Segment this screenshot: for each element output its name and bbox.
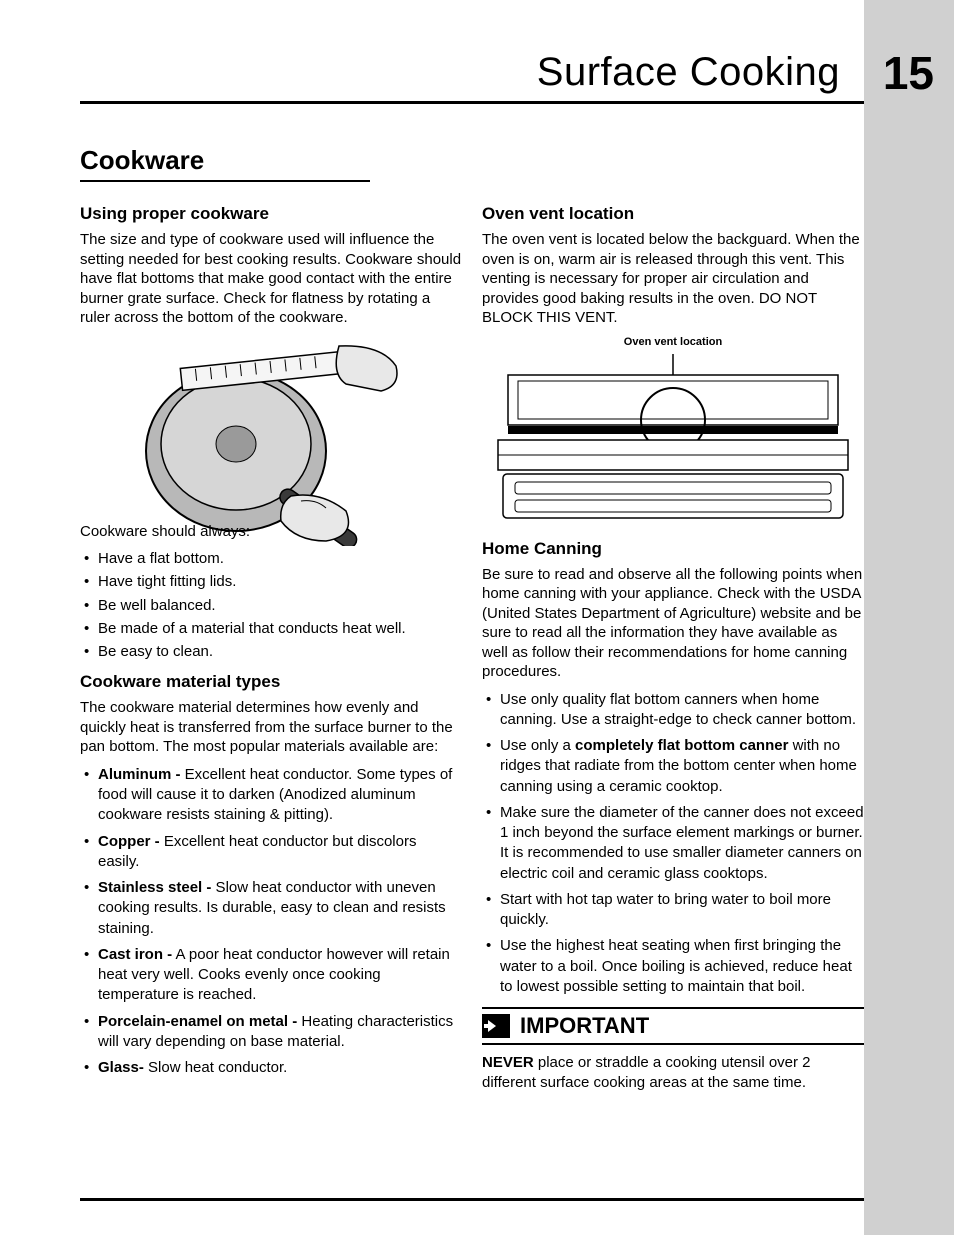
material-name: Copper - <box>98 833 160 850</box>
footer-rule <box>80 1198 864 1201</box>
material-list: Aluminum - Excellent heat conductor. Som… <box>80 765 462 1079</box>
page-header: Surface Cooking <box>80 50 864 104</box>
material-name: Aluminum - <box>98 766 181 783</box>
list-item: Be easy to clean. <box>80 642 462 662</box>
para-material-types: The cookware material determines how eve… <box>80 698 462 757</box>
material-desc: Slow heat conductor. <box>144 1059 287 1076</box>
material-name: Cast iron - <box>98 946 172 963</box>
page-number: 15 <box>883 46 934 100</box>
oven-vent-illustration <box>493 350 853 525</box>
list-item: Be well balanced. <box>80 596 462 616</box>
important-bar: IMPORTANT <box>482 1007 864 1045</box>
list-item: Use the highest heat seating when first … <box>482 936 864 997</box>
subhead-proper-cookware: Using proper cookware <box>80 204 462 224</box>
material-name: Stainless steel - <box>98 879 211 896</box>
arrow-icon <box>482 1014 510 1038</box>
subhead-material-types: Cookware material types <box>80 672 462 692</box>
para-home-canning: Be sure to read and observe all the foll… <box>482 565 864 682</box>
list-item: Be made of a material that conducts heat… <box>80 619 462 639</box>
page-band <box>864 0 954 1235</box>
subhead-home-canning: Home Canning <box>482 539 864 559</box>
important-title: IMPORTANT <box>520 1013 649 1039</box>
subhead-oven-vent: Oven vent location <box>482 204 864 224</box>
canning-list: Use only quality flat bottom canners whe… <box>482 690 864 998</box>
para-oven-vent: The oven vent is located below the backg… <box>482 230 864 328</box>
list-item: Start with hot tap water to bring water … <box>482 890 864 931</box>
text: Use only a <box>500 737 575 754</box>
right-column: Oven vent location The oven vent is loca… <box>482 145 864 1100</box>
list-item: Aluminum - Excellent heat conductor. Som… <box>80 765 462 826</box>
text-bold: NEVER <box>482 1054 534 1071</box>
important-para: NEVER place or straddle a cooking utensi… <box>482 1053 864 1092</box>
cookware-illustration <box>121 336 421 546</box>
list-item: Make sure the diameter of the canner doe… <box>482 803 864 884</box>
section-title: Cookware <box>80 145 370 182</box>
text-bold: completely flat bottom canner <box>575 737 788 754</box>
list-item: Have a flat bottom. <box>80 549 462 569</box>
material-name: Glass- <box>98 1059 144 1076</box>
list-item: Use only a completely flat bottom canner… <box>482 736 864 797</box>
list-item: Cast iron - A poor heat conductor howeve… <box>80 945 462 1006</box>
cookware-should-list: Have a flat bottom. Have tight fitting l… <box>80 549 462 662</box>
page-content: Cookware Using proper cookware The size … <box>80 145 864 1100</box>
material-name: Porcelain-enamel on metal - <box>98 1013 297 1030</box>
left-column: Cookware Using proper cookware The size … <box>80 145 462 1100</box>
list-item: Porcelain-enamel on metal - Heating char… <box>80 1012 462 1053</box>
list-item: Use only quality flat bottom canners whe… <box>482 690 864 731</box>
vent-caption: Oven vent location <box>482 336 864 348</box>
list-item: Glass- Slow heat conductor. <box>80 1058 462 1078</box>
list-item: Copper - Excellent heat conductor but di… <box>80 832 462 873</box>
list-item: Have tight fitting lids. <box>80 572 462 592</box>
para-proper-cookware: The size and type of cookware used will … <box>80 230 462 328</box>
chapter-title: Surface Cooking <box>537 50 864 95</box>
list-item: Stainless steel - Slow heat conductor wi… <box>80 878 462 939</box>
